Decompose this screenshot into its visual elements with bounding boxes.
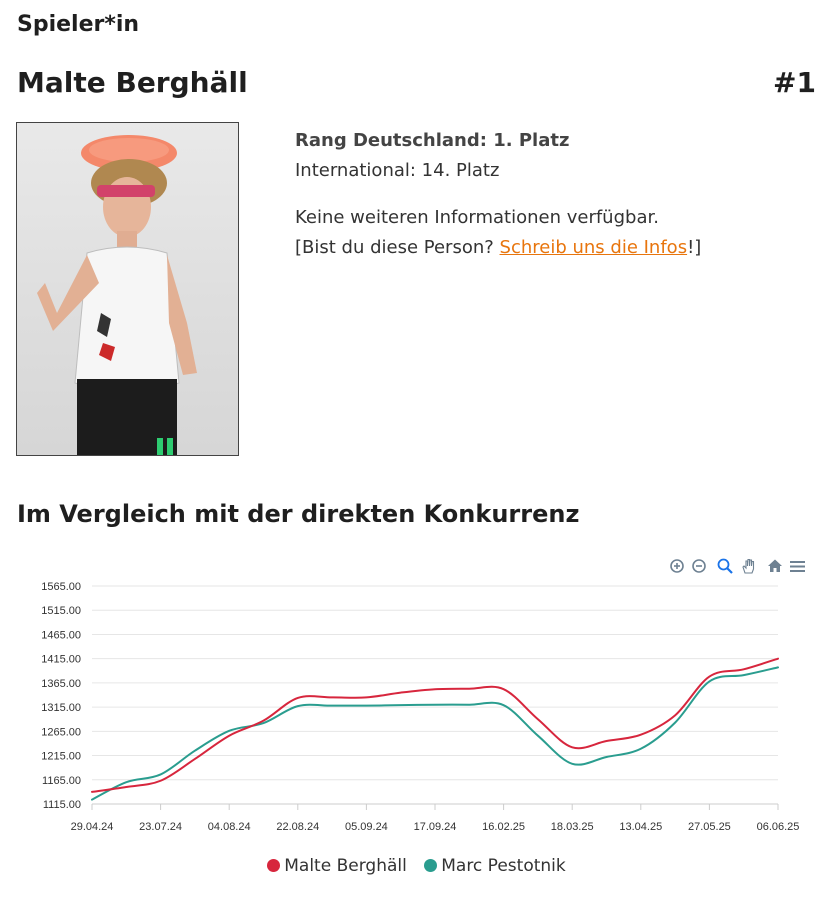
legend-marker-series-2 xyxy=(424,859,438,872)
x-tick-label: 27.05.25 xyxy=(688,821,731,833)
reset-home-icon[interactable] xyxy=(764,555,786,577)
x-tick-label: 13.04.25 xyxy=(619,821,662,833)
y-tick-label: 1165.00 xyxy=(42,775,81,787)
player-info: Rang Deutschland: 1. Platz International… xyxy=(295,126,701,263)
y-tick-label: 1515.00 xyxy=(41,605,81,617)
y-tick-label: 1365.00 xyxy=(41,678,81,690)
comparison-title: Im Vergleich mit der direkten Konkurrenz xyxy=(17,500,580,528)
y-tick-label: 1215.00 xyxy=(41,751,81,763)
x-tick-label: 16.02.25 xyxy=(482,821,525,833)
x-tick-label: 06.06.25 xyxy=(757,821,800,833)
y-tick-label: 1565.00 xyxy=(41,581,81,593)
menu-icon[interactable] xyxy=(786,555,808,577)
comparison-chart: 1565.00 1515.00 1465.00 1415.00 1365.00 1315.… xyxy=(0,575,833,885)
y-tick-label: 1115.00 xyxy=(43,799,81,811)
contribute-link[interactable]: Schreib uns die Infos xyxy=(499,237,688,258)
legend-marker-series-1 xyxy=(267,859,281,872)
pan-icon[interactable] xyxy=(738,555,760,577)
x-tick-label: 17.09.24 xyxy=(414,821,457,833)
y-tick-label: 1265.00 xyxy=(41,726,81,738)
legend-item-series-1[interactable]: Malte Berghäll xyxy=(267,856,407,876)
legend-label-series-1: Malte Berghäll xyxy=(284,856,407,876)
zoom-out-icon[interactable] xyxy=(688,555,710,577)
player-photo-illustration xyxy=(37,135,197,455)
section-label: Spieler*in xyxy=(17,12,140,37)
contribute-prefix: [Bist du diese Person? xyxy=(295,237,500,258)
selection-zoom-icon[interactable] xyxy=(714,555,736,577)
x-tick-label: 18.03.25 xyxy=(551,821,594,833)
rank-badge: #1 xyxy=(773,66,816,99)
y-tick-label: 1315.00 xyxy=(41,702,81,714)
x-tick-label: 05.09.24 xyxy=(345,821,388,833)
series-line-2 xyxy=(91,666,779,801)
contribute-suffix: !] xyxy=(687,237,702,258)
player-photo xyxy=(16,122,239,456)
chart-svg: 1565.00 1515.00 1465.00 1415.00 1365.00 1315.… xyxy=(41,581,800,833)
y-tick-label: 1465.00 xyxy=(41,629,81,641)
chart-legend: Malte Berghäll Marc Pestotnik xyxy=(0,856,833,876)
no-info-text: Keine weiteren Informationen verfügbar. xyxy=(295,207,659,228)
x-tick-label: 04.08.24 xyxy=(208,821,251,833)
x-tick-label: 22.08.24 xyxy=(276,821,319,833)
contribute-text: [Bist du diese Person? Schreib uns die I… xyxy=(295,233,701,263)
zoom-in-icon[interactable] xyxy=(666,555,688,577)
x-tick-label: 29.04.24 xyxy=(71,821,114,833)
player-name: Malte Berghäll xyxy=(17,66,248,99)
y-tick-label: 1415.00 xyxy=(41,654,81,666)
rank-international: International: 14. Platz xyxy=(295,160,500,181)
legend-label-series-2: Marc Pestotnik xyxy=(441,856,566,876)
legend-item-series-2[interactable]: Marc Pestotnik xyxy=(424,856,566,876)
series-line-1 xyxy=(91,657,779,793)
x-tick-label: 23.07.24 xyxy=(139,821,182,833)
chart-toolbar xyxy=(664,555,814,577)
rank-germany: Rang Deutschland: 1. Platz xyxy=(295,130,570,151)
